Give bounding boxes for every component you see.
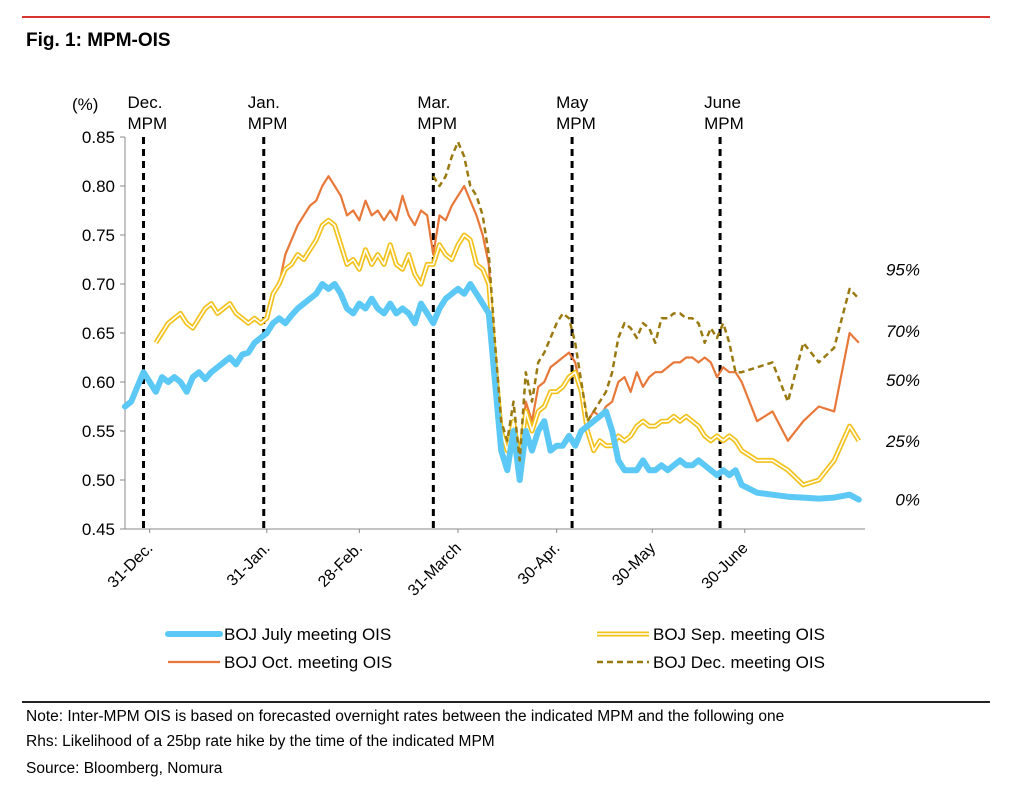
source-line: Source: Bloomberg, Nomura	[26, 760, 223, 777]
mpm-label-bottom: MPM	[704, 114, 744, 133]
x-tick-label: 30-Apr.	[515, 540, 564, 589]
mpm-label-top: Jan.	[248, 93, 280, 112]
y-tick-label: 0.50	[82, 471, 115, 490]
x-tick-label: 30-May	[609, 540, 659, 590]
y-tick-label: 0.60	[82, 373, 115, 392]
mpm-label-top: Dec.	[128, 93, 163, 112]
legend-label: BOJ Sep. meeting OIS	[653, 625, 825, 644]
y-axis-unit-label: (%)	[72, 95, 98, 114]
mpm-label-bottom: MPM	[128, 114, 168, 133]
right-axis-label: 0%	[895, 491, 920, 510]
y-tick-label: 0.65	[82, 324, 115, 343]
y-tick-label: 0.85	[82, 128, 115, 147]
series-dec-line	[432, 140, 860, 462]
mpm-label-top: June	[704, 93, 741, 112]
y-tick-label: 0.75	[82, 226, 115, 245]
x-tick-label: 30-June	[699, 540, 752, 593]
legend-label: BOJ July meeting OIS	[224, 625, 391, 644]
x-tick-label: 31-March	[405, 540, 465, 600]
mpm-label-top: May	[556, 93, 589, 112]
x-tick-label: 31-Jan.	[224, 540, 274, 590]
series-july-line	[122, 281, 862, 503]
x-tick-label: 28-Feb.	[315, 540, 366, 591]
top-rule	[22, 16, 990, 18]
mpm-label-bottom: MPM	[248, 114, 288, 133]
bottom-rule	[22, 701, 990, 703]
right-axis-label: 95%	[886, 260, 920, 279]
x-tick-label: 31-Dec.	[105, 540, 157, 592]
y-tick-label: 0.80	[82, 177, 115, 196]
ois-line-chart: 0.85 0.80 0.75 0.70 0.65 0.60 0.55 0.50 0.45 (%) 9…	[72, 93, 920, 672]
legend-label: BOJ Dec. meeting OIS	[653, 653, 825, 672]
figure-title: Fig. 1: MPM-OIS	[26, 30, 171, 51]
y-tick-label: 0.70	[82, 275, 115, 294]
right-axis-label: 70%	[886, 322, 920, 341]
series-sep-line-outer	[153, 217, 861, 488]
legend-label: BOJ Oct. meeting OIS	[224, 653, 392, 672]
right-axis-label: 25%	[885, 432, 920, 451]
series-sep-line-inner	[155, 219, 860, 486]
note-line-2: Rhs: Likelihood of a 25bp rate hike by t…	[26, 733, 495, 750]
right-axis-label: 50%	[886, 371, 920, 390]
mpm-label-bottom: MPM	[556, 114, 596, 133]
y-tick-label: 0.45	[82, 520, 115, 539]
y-tick-label: 0.55	[82, 422, 115, 441]
mpm-label-top: Mar.	[417, 93, 450, 112]
note-line-1: Note: Inter-MPM OIS is based on forecast…	[26, 708, 785, 725]
mpm-label-bottom: MPM	[417, 114, 457, 133]
series-oct-line	[272, 175, 860, 462]
